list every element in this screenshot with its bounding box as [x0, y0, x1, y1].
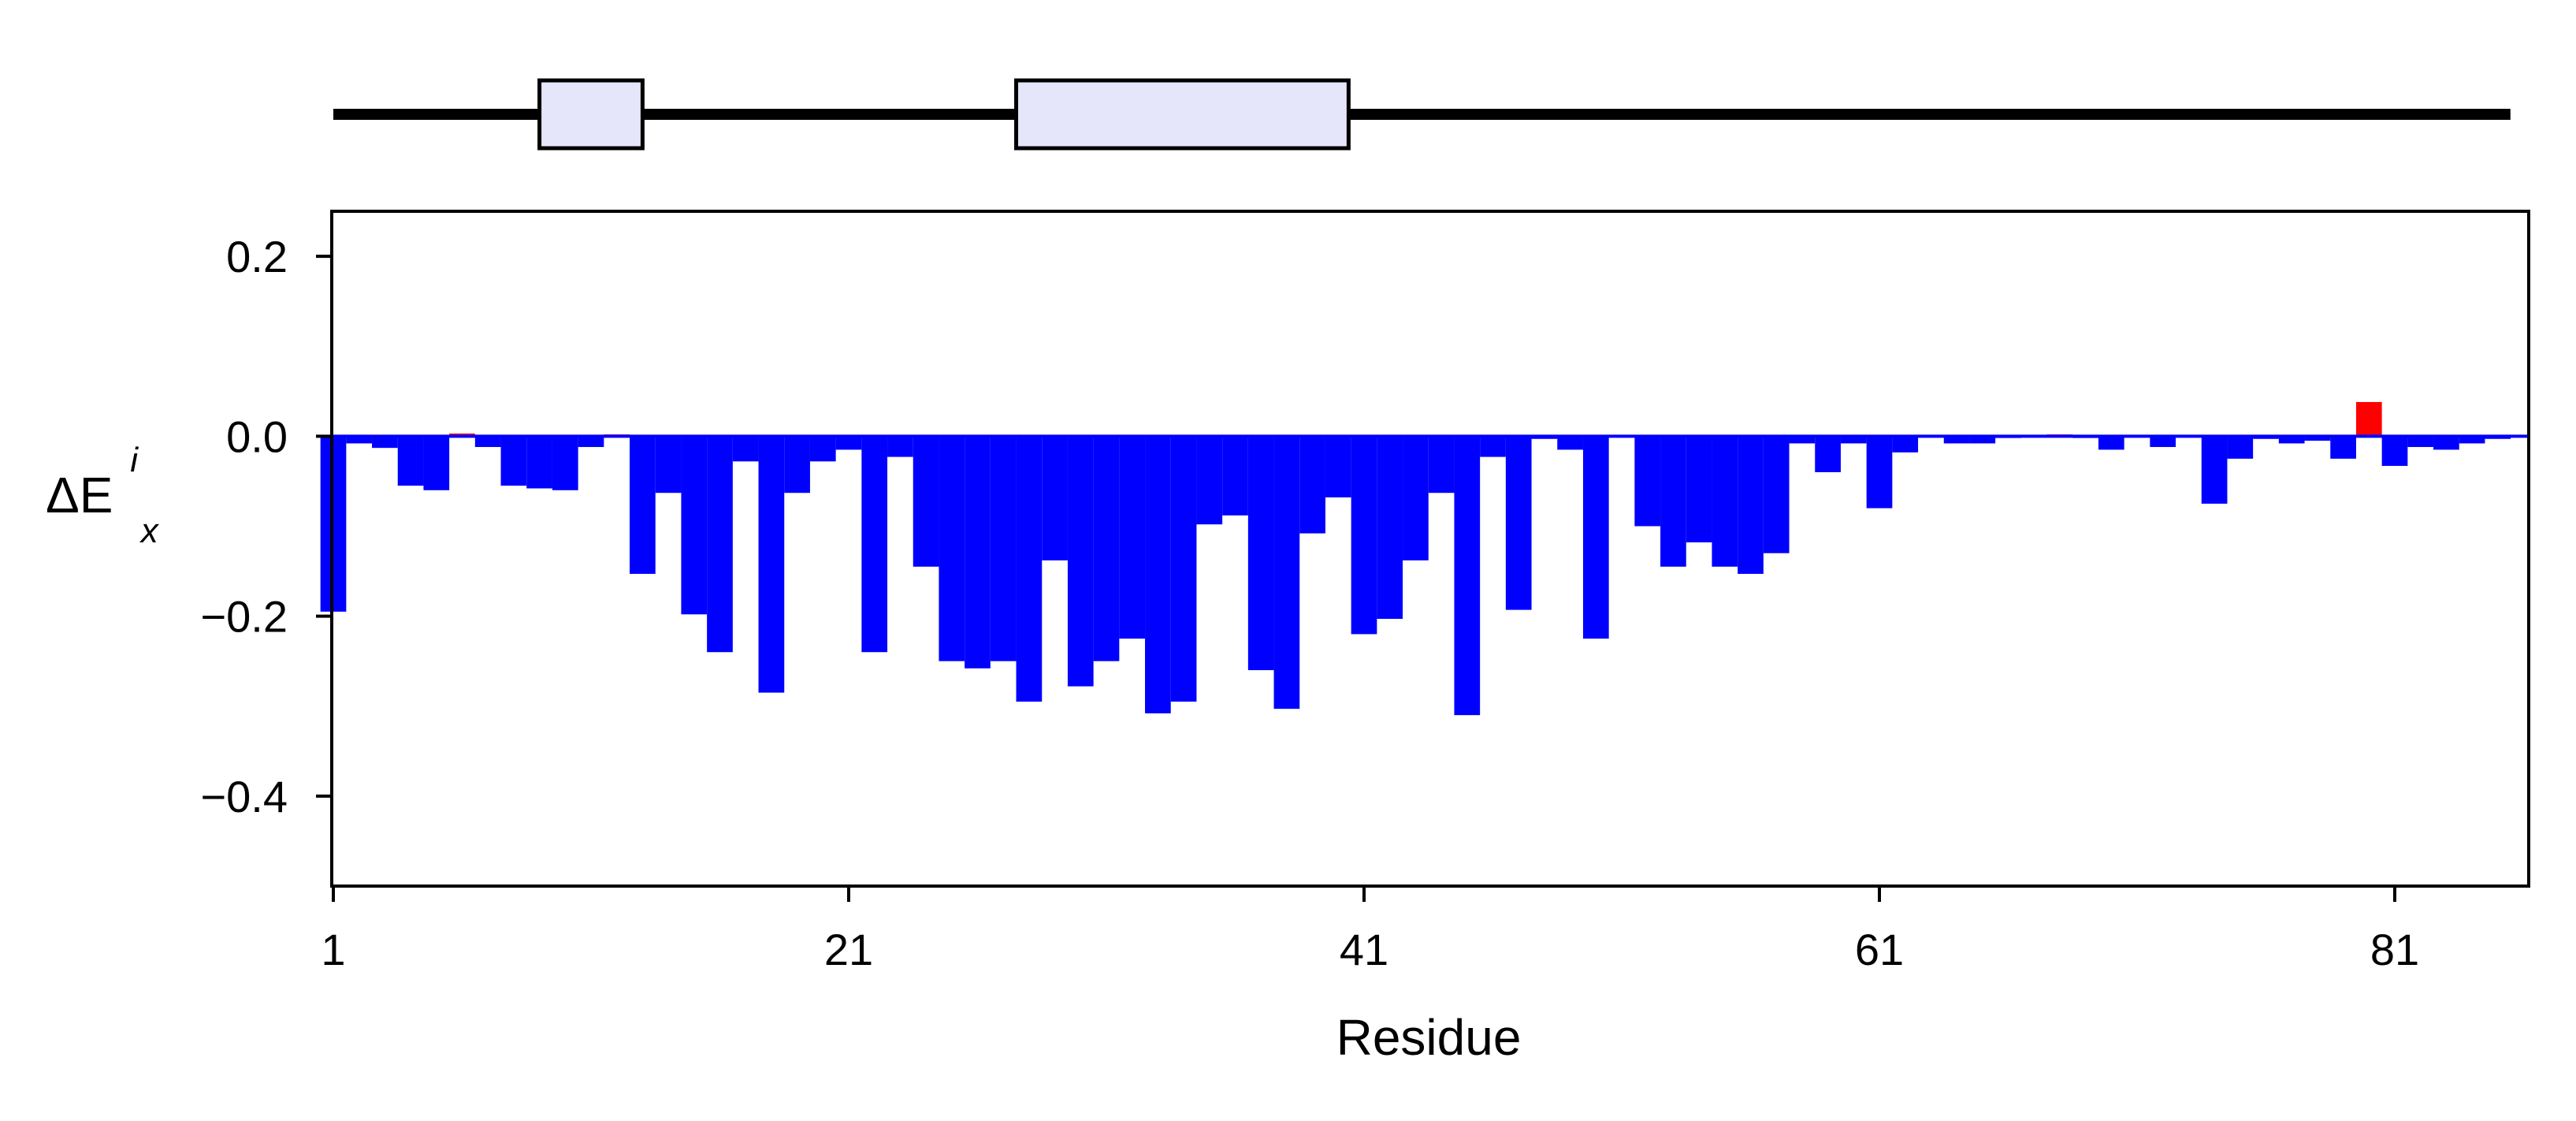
bar-residue-61	[1866, 436, 1893, 508]
bar-residue-24	[913, 436, 939, 567]
y-axis-label-sup: i	[130, 441, 139, 479]
bar-residue-62	[1892, 436, 1919, 452]
bar-residue-9	[526, 436, 552, 489]
x-axis-ticks: 1 21 41 61 81	[321, 886, 2419, 974]
bar-residue-38	[1273, 436, 1300, 709]
bar-residue-80	[2355, 401, 2382, 437]
bar-series	[320, 401, 2511, 716]
x-tick-label: 41	[1340, 925, 1388, 974]
bar-residue-30	[1067, 436, 1094, 687]
bar-residue-75	[2227, 436, 2254, 459]
bar-residue-74	[2201, 436, 2228, 504]
bar-residue-42	[1377, 436, 1403, 620]
bar-residue-84	[2459, 436, 2485, 444]
bar-residue-29	[1042, 436, 1068, 560]
bar-residue-2	[346, 436, 373, 444]
bar-residue-47	[1505, 436, 1532, 610]
x-tick-label: 21	[824, 925, 873, 974]
bar-residue-20	[809, 436, 836, 462]
bar-residue-16	[707, 436, 733, 653]
bar-residue-58	[1789, 436, 1816, 444]
bar-residue-11	[578, 436, 604, 448]
bar-residue-78	[2304, 436, 2331, 441]
bar-residue-26	[965, 436, 991, 669]
bar-residue-83	[2433, 436, 2459, 450]
bar-residue-40	[1325, 436, 1351, 497]
x-tick-label: 1	[321, 925, 345, 974]
bar-residue-54	[1686, 436, 1712, 543]
bar-residue-31	[1093, 436, 1120, 661]
bar-residue-10	[552, 436, 578, 490]
bar-residue-17	[732, 436, 759, 462]
bar-residue-81	[2381, 436, 2408, 466]
bar-residue-50	[1582, 436, 1609, 639]
bar-residue-41	[1351, 436, 1377, 635]
bar-residue-52	[1634, 436, 1661, 527]
bar-residue-55	[1712, 436, 1738, 567]
bar-residue-32	[1119, 436, 1146, 639]
bar-residue-8	[500, 436, 527, 486]
y-axis-label-sub: x	[139, 512, 160, 550]
bar-residue-43	[1403, 436, 1429, 560]
bar-residue-53	[1660, 436, 1686, 567]
bar-residue-35	[1196, 436, 1223, 525]
bar-residue-28	[1016, 436, 1043, 702]
x-axis-label: Residue	[1336, 1009, 1522, 1066]
bar-residue-72	[2150, 436, 2176, 448]
bar-residue-4	[397, 436, 424, 486]
bar-residue-36	[1222, 436, 1248, 516]
y-tick-label: 0.0	[226, 412, 288, 461]
bar-residue-64	[1943, 436, 1970, 444]
y-tick-label: −0.2	[200, 592, 288, 642]
bar-residue-27	[990, 436, 1017, 661]
helix-box-1	[537, 78, 645, 151]
bar-residue-3	[372, 436, 398, 449]
x-tick-label: 81	[2370, 925, 2419, 974]
y-tick-label: 0.2	[226, 232, 288, 281]
y-tick-label: −0.4	[200, 772, 288, 821]
bar-residue-44	[1428, 436, 1455, 493]
y-axis-label: ΔE i x	[46, 426, 160, 550]
helix-box-2	[1014, 78, 1351, 151]
bar-residue-45	[1454, 436, 1481, 716]
bar-residue-15	[681, 436, 708, 615]
x-tick-label: 61	[1855, 925, 1904, 974]
bar-residue-49	[1557, 436, 1583, 450]
bar-residue-46	[1480, 436, 1506, 457]
y-axis-label-main: ΔE	[46, 467, 113, 523]
bar-residue-34	[1170, 436, 1197, 702]
secondary-structure-track	[333, 78, 2511, 151]
bar-residue-33	[1145, 436, 1171, 713]
y-axis-ticks: 0.2 0.0 −0.2 −0.4	[200, 232, 332, 821]
bar-residue-70	[2098, 436, 2124, 450]
bar-residue-22	[861, 436, 888, 653]
bar-residue-13	[630, 436, 656, 574]
bar-residue-79	[2330, 436, 2356, 459]
bar-residue-14	[655, 436, 682, 493]
bar-residue-25	[939, 436, 965, 661]
bar-residue-39	[1299, 436, 1325, 534]
bar-residue-23	[887, 436, 913, 457]
bar-residue-37	[1247, 436, 1274, 671]
bar-residue-56	[1738, 436, 1764, 574]
bar-residue-59	[1815, 436, 1841, 472]
plot-frame	[330, 210, 2530, 888]
bar-residue-21	[835, 436, 862, 450]
bar-residue-7	[474, 436, 501, 448]
bar-residue-19	[784, 436, 810, 493]
bar-residue-60	[1840, 436, 1867, 444]
bar-residue-5	[423, 436, 450, 490]
bar-residue-77	[2278, 436, 2305, 444]
bar-residue-82	[2407, 436, 2434, 448]
bar-residue-57	[1763, 436, 1790, 553]
bar-residue-65	[1969, 436, 1996, 444]
bar-residue-18	[758, 436, 785, 693]
